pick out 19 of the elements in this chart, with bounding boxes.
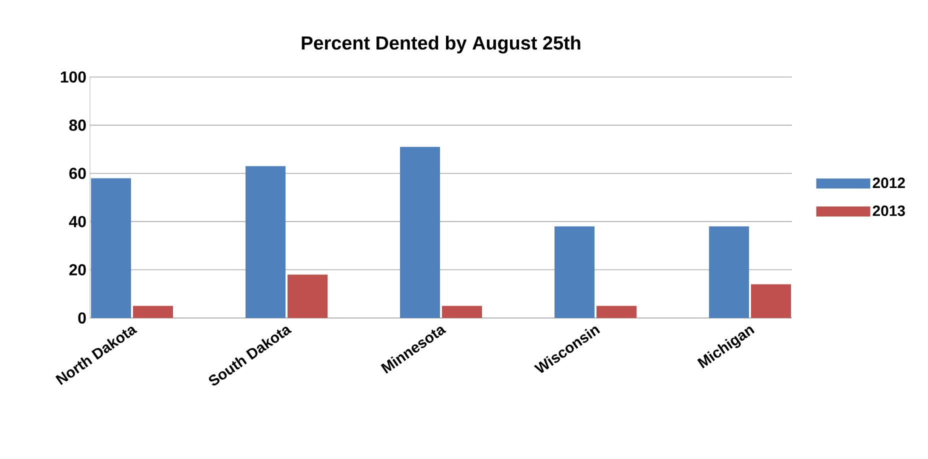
bar xyxy=(288,274,328,318)
y-tick-label: 60 xyxy=(69,168,86,180)
legend-label: 2013 xyxy=(872,205,905,216)
bar xyxy=(91,178,132,318)
y-tick-label: 20 xyxy=(69,264,86,276)
bar xyxy=(133,306,174,318)
y-tick-label: 0 xyxy=(78,312,86,324)
y-tick-label: 100 xyxy=(60,71,86,83)
bar xyxy=(596,306,637,318)
y-tick-label: 40 xyxy=(68,216,86,228)
chart-title: Percent Dented by August 25th xyxy=(302,36,580,54)
bar xyxy=(709,226,750,318)
legend-label: 2012 xyxy=(872,178,905,188)
bar xyxy=(554,226,595,318)
y-tick-label: 80 xyxy=(69,120,86,131)
bar xyxy=(751,284,792,318)
bar xyxy=(246,166,286,318)
bar xyxy=(400,146,440,318)
bar xyxy=(442,306,482,318)
